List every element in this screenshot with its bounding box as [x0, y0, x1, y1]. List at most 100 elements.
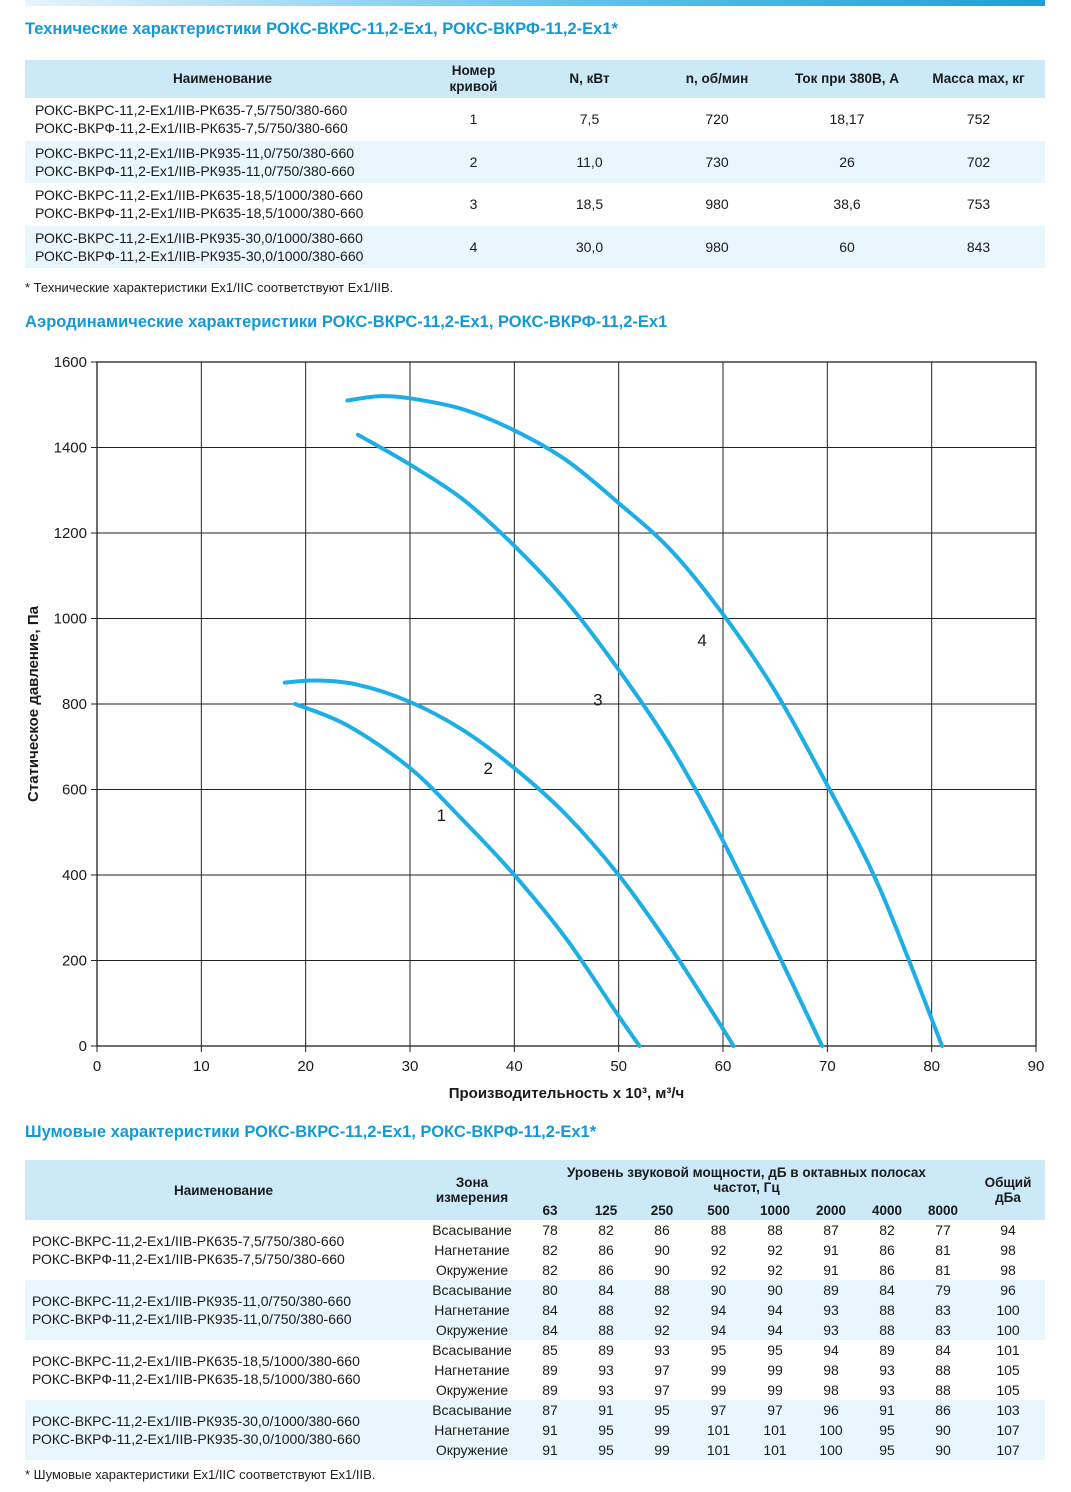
- curve-2: [282, 678, 736, 1048]
- noise-cell-value: 90: [767, 1282, 783, 1298]
- noise-cell-value: 95: [710, 1342, 727, 1358]
- noise-cell-zone: Окружение: [435, 1382, 509, 1398]
- noise-cell-value: 82: [598, 1222, 614, 1238]
- noise-cell-value: 86: [879, 1242, 895, 1258]
- noise-cell-value: 95: [879, 1442, 895, 1458]
- noise-cell-value: 95: [598, 1422, 614, 1438]
- noise-freq-header: 63: [542, 1202, 558, 1218]
- spec-cell-curve: 1: [469, 111, 478, 128]
- noise-cell-value: 93: [879, 1362, 895, 1378]
- noise-cell-name: РОКС-ВКРС-11,2-Ex1/IIB-РК935-11,0/750/38…: [32, 1293, 352, 1327]
- noise-cell-value: 99: [654, 1442, 670, 1458]
- noise-cell-value: 98: [823, 1382, 839, 1398]
- noise-cell-value: 84: [879, 1282, 895, 1298]
- noise-cell-value: 92: [767, 1262, 783, 1278]
- spec-cell-rpm: 720: [705, 111, 729, 128]
- spec-footnote: * Технические характеристики Ex1/IIC соо…: [25, 280, 394, 295]
- noise-row: Нагнетание 89 93 97 99 99 98 93 88 105: [25, 1360, 1045, 1380]
- noise-cell-value: 94: [767, 1322, 783, 1338]
- noise-cell-zone: Нагнетание: [434, 1302, 510, 1318]
- noise-freq-header: 8000: [927, 1202, 959, 1218]
- noise-cell-value: 92: [654, 1302, 670, 1318]
- spec-row: РОКС-ВКРС-11,2-Ex1/IIB-РК935-11,0/750/38…: [25, 140, 1045, 183]
- noise-freq-header: 1000: [759, 1202, 791, 1218]
- noise-cell-value: 89: [879, 1342, 895, 1358]
- curve-label-1: 1: [437, 806, 446, 825]
- aero-title: Аэродинамические характеристики РОКС-ВКР…: [25, 313, 668, 331]
- noise-cell-value: 93: [879, 1382, 895, 1398]
- noise-cell-value: 90: [654, 1242, 670, 1258]
- x-tick-label: 70: [819, 1058, 836, 1075]
- spec-table: Наименование Номер кривой N, кВт n, об/ми…: [25, 60, 1045, 268]
- noise-cell-value: 91: [823, 1262, 839, 1278]
- spec-cell-power: 18,5: [575, 196, 604, 213]
- noise-cell-zone: Нагнетание: [434, 1422, 510, 1438]
- noise-cell-value: 92: [767, 1242, 783, 1258]
- aero-chart: 0 10 20 30 40 50 60 70 80 90 0 200 400 600 800 1000 1200…: [25, 354, 1045, 1102]
- noise-cell-value: 84: [598, 1282, 614, 1298]
- noise-cell-value: 83: [935, 1322, 951, 1338]
- noise-row: РОКС-ВКРС-11,2-Ex1/IIB-РК935-11,0/750/38…: [25, 1280, 1045, 1327]
- noise-cell-total: 101: [996, 1342, 1020, 1358]
- noise-cell-value: 101: [763, 1442, 787, 1458]
- spec-cell-curve: 4: [469, 238, 478, 255]
- x-tick-label: 10: [193, 1058, 210, 1075]
- noise-cell-total: 98: [1000, 1242, 1016, 1258]
- noise-cell-value: 84: [542, 1302, 558, 1318]
- noise-cell-value: 100: [819, 1442, 843, 1458]
- spec-cell-rpm: 730: [705, 153, 729, 170]
- spec-cell-curve: 3: [469, 196, 478, 213]
- noise-row: РОКС-ВКРС-11,2-Ex1/IIB-РК635-7,5/750/380…: [25, 1220, 1045, 1267]
- spec-cell-mass: 753: [966, 196, 991, 213]
- noise-cell-value: 101: [706, 1422, 731, 1438]
- noise-cell-value: 99: [767, 1362, 783, 1378]
- noise-cell-value: 86: [598, 1262, 614, 1278]
- noise-cell-value: 93: [598, 1362, 614, 1378]
- noise-cell-value: 86: [598, 1242, 614, 1258]
- spec-header-name: Наименование: [172, 71, 273, 86]
- noise-cell-zone: Всасывание: [432, 1222, 512, 1238]
- noise-cell-value: 87: [823, 1222, 839, 1238]
- spec-cell-mass: 843: [966, 238, 991, 255]
- noise-cell-value: 101: [763, 1422, 787, 1438]
- noise-header-level: Уровень звуковой мощности, дБ в октавных…: [567, 1165, 926, 1195]
- noise-freq-header: 250: [650, 1202, 674, 1218]
- noise-cell-value: 89: [542, 1362, 558, 1378]
- y-tick-label: 400: [62, 867, 87, 884]
- noise-cell-name: РОКС-ВКРС-11,2-Ex1/IIB-РК635-18,5/1000/3…: [32, 1353, 361, 1387]
- spec-row: РОКС-ВКРС-11,2-Ex1/IIB-РК635-18,5/1000/3…: [25, 183, 1045, 226]
- noise-cell-total: 105: [996, 1362, 1020, 1378]
- spec-cell-power: 11,0: [576, 153, 603, 170]
- noise-cell-value: 90: [935, 1442, 951, 1458]
- noise-cell-value: 94: [710, 1322, 727, 1338]
- spec-header-rpm: n, об/мин: [685, 71, 749, 86]
- spec-cell-mass: 752: [966, 111, 991, 128]
- noise-cell-name: РОКС-ВКРС-11,2-Ex1/IIB-РК935-30,0/1000/3…: [32, 1413, 361, 1447]
- noise-cell-value: 93: [654, 1342, 670, 1358]
- noise-cell-value: 99: [710, 1382, 727, 1398]
- noise-cell-value: 88: [879, 1302, 895, 1318]
- noise-row: Окружение 82 86 90 92 92 91 86 81 98: [25, 1260, 1045, 1280]
- noise-cell-value: 80: [542, 1282, 558, 1298]
- spec-cell-mass: 702: [966, 153, 991, 170]
- curve-1: [293, 702, 642, 1048]
- x-tick-label: 90: [1028, 1058, 1045, 1075]
- noise-cell-value: 91: [598, 1402, 614, 1418]
- noise-freq-header: 2000: [815, 1202, 847, 1218]
- noise-row: РОКС-ВКРС-11,2-Ex1/IIB-РК935-30,0/1000/3…: [25, 1400, 1045, 1447]
- spec-title: Технические характеристики РОКС-ВКРС-11,…: [25, 20, 618, 38]
- x-tick-label: 40: [506, 1058, 523, 1075]
- y-tick-label: 1000: [54, 611, 87, 628]
- noise-header-total: Общий дБа: [984, 1175, 1032, 1205]
- y-tick-label: 800: [62, 696, 87, 713]
- noise-cell-value: 88: [935, 1362, 951, 1378]
- spec-cell-name: РОКС-ВКРС-11,2-Ex1/IIB-РК635-18,5/1000/3…: [35, 187, 364, 222]
- curve-label-4: 4: [697, 631, 706, 650]
- noise-cell-value: 88: [598, 1302, 614, 1318]
- noise-cell-value: 87: [542, 1402, 558, 1418]
- curve-label-3: 3: [593, 691, 602, 710]
- noise-cell-total: 107: [996, 1422, 1020, 1438]
- noise-cell-value: 96: [823, 1402, 839, 1418]
- noise-cell-value: 81: [935, 1242, 951, 1258]
- noise-title: Шумовые характеристики РОКС-ВКРС-11,2-Ex…: [25, 1123, 597, 1141]
